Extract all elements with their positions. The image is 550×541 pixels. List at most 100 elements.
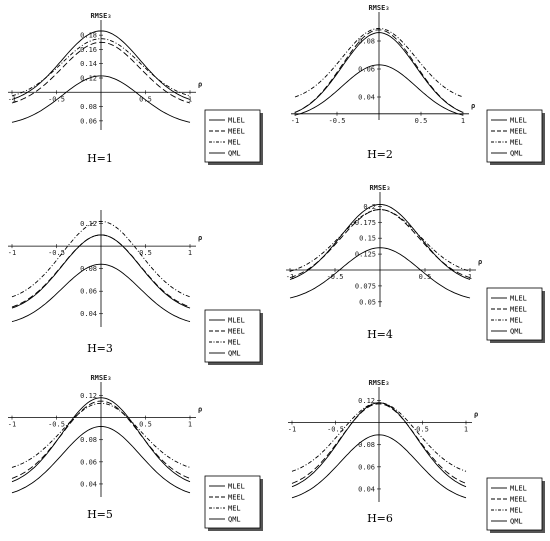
y-tick-label: 0.075 xyxy=(355,282,376,290)
legend-label: MEL xyxy=(510,317,523,325)
legend-label: MEEL xyxy=(510,128,527,136)
panel-title: H=3 xyxy=(87,342,113,355)
x-tick-label: 0.5 xyxy=(139,421,152,429)
y-tick-label: 0.12 xyxy=(80,392,97,400)
series-meel-line xyxy=(11,400,191,479)
y-tick-label: 0.04 xyxy=(80,480,97,488)
x-tick-label: 1 xyxy=(468,273,472,281)
y-tick-label: 0.06 xyxy=(80,117,97,125)
y-tick-label: 0.14 xyxy=(80,60,97,68)
series-mlel-line xyxy=(294,32,464,113)
y-tick-label: 0.125 xyxy=(355,251,376,259)
panel-title: H=4 xyxy=(367,328,393,341)
legend-label: QML xyxy=(510,518,523,526)
legend-label: MEEL xyxy=(510,306,527,314)
panel-2: -1 -0.5 0.5 1 0.04 0.06 0.08 RMSE₃ ρ H=2 MLEL MEEL M… xyxy=(291,4,545,165)
x-tick-label: -0.5 xyxy=(327,273,344,281)
legend-label: QML xyxy=(510,150,523,158)
x-tick-label: 1 xyxy=(188,249,192,257)
series-mel-line xyxy=(11,220,191,298)
y-tick-label: 0.15 xyxy=(359,235,376,243)
y-tick-label: 0.05 xyxy=(359,298,376,306)
legend-label: QML xyxy=(510,328,523,336)
series-mel-line xyxy=(294,27,464,98)
x-tick-label: -1 xyxy=(291,117,299,125)
panel-5: -1 -0.5 0.5 1 0.04 0.06 0.08 0.12 RMSE₃ ρ H=5 MLEL M… xyxy=(8,374,263,531)
panel-title: H=1 xyxy=(87,152,113,165)
y-tick-label: 0.06 xyxy=(358,463,375,471)
x-tick-label: 1 xyxy=(188,421,192,429)
series-mlel-line xyxy=(11,397,191,483)
legend-label: QML xyxy=(228,150,241,158)
legend-label: MLEL xyxy=(510,117,527,125)
x-axis-title: ρ xyxy=(471,102,475,110)
series-qml-line xyxy=(294,64,464,116)
y-tick-label: 0.08 xyxy=(358,38,375,46)
y-axis-title: RMSE₃ xyxy=(90,12,111,20)
y-tick-label: 0.06 xyxy=(80,458,97,466)
x-tick-label: 0.5 xyxy=(415,117,428,125)
series-mlel-line xyxy=(291,402,467,488)
y-axis-title: RMSE₃ xyxy=(368,4,389,12)
panel-title: H=5 xyxy=(87,508,113,521)
x-tick-label: 1 xyxy=(461,117,465,125)
series-meel-line xyxy=(11,41,191,104)
panel-4: -1 -0.5 0.5 10.050.0750.1250.150.1750.2RMSE… xyxy=(286,184,545,343)
y-tick-label: 0.08 xyxy=(80,265,97,273)
legend-label: MEEL xyxy=(228,328,245,336)
y-tick-label: 0.12 xyxy=(358,397,375,405)
series-meel-line xyxy=(294,29,464,113)
y-tick-label: 0.08 xyxy=(80,103,97,111)
legend-label: MEL xyxy=(228,139,241,147)
y-tick-label: 0.18 xyxy=(80,32,97,40)
x-tick-label: -0.5 xyxy=(48,421,65,429)
legend-label: MEL xyxy=(228,505,241,513)
y-tick-label: 0.12 xyxy=(80,220,97,228)
x-tick-label: -1 xyxy=(286,273,294,281)
legend-label: MEL xyxy=(510,139,523,147)
y-tick-label: 0.04 xyxy=(80,310,97,318)
legend-label: MLEL xyxy=(510,485,527,493)
legend-label: MEL xyxy=(510,507,523,515)
legend-label: MLEL xyxy=(228,317,245,325)
series-mel-line xyxy=(11,402,191,468)
x-tick-label: 0.5 xyxy=(416,426,429,434)
series-qml-line xyxy=(11,263,191,323)
y-axis-title: RMSE₃ xyxy=(90,374,111,382)
series-mel-line xyxy=(291,402,467,472)
series-meel-line xyxy=(11,234,191,308)
y-tick-label: 0.04 xyxy=(358,485,375,493)
y-tick-label: 0.08 xyxy=(358,441,375,449)
x-tick-label: 1 xyxy=(464,426,468,434)
legend-label: MEEL xyxy=(228,494,245,502)
legend-label: MLEL xyxy=(510,295,527,303)
series-mel-line xyxy=(11,38,191,97)
series-qml-line xyxy=(11,426,191,494)
legend-label: MLEL xyxy=(228,483,245,491)
panel-title: H=2 xyxy=(367,148,393,161)
x-tick-label: -0.5 xyxy=(327,426,344,434)
legend-label: QML xyxy=(228,516,241,524)
panel-title: H=6 xyxy=(367,512,393,525)
x-tick-label: -0.5 xyxy=(329,117,346,125)
legend-label: MLEL xyxy=(228,117,245,125)
series-meel-line xyxy=(291,403,467,484)
x-tick-label: -0.5 xyxy=(48,249,65,257)
legend-label: MEEL xyxy=(510,496,527,504)
series-qml-line xyxy=(11,75,191,123)
x-tick-label: 0.5 xyxy=(419,273,432,281)
y-tick-label: 0.175 xyxy=(355,219,376,227)
y-axis-title: RMSE₃ xyxy=(369,184,390,192)
y-tick-label: 0.06 xyxy=(80,288,97,296)
y-tick-label: 0.06 xyxy=(358,66,375,74)
series-qml-line xyxy=(291,434,467,499)
panel-3: -1 -0.5 0.5 1 0.04 0.06 0.08 0.12 ρ H=3 MLEL MEEL ME… xyxy=(8,210,263,365)
y-tick-label: 0.08 xyxy=(80,436,97,444)
x-axis-title: ρ xyxy=(478,258,482,266)
legend-label: QML xyxy=(228,350,241,358)
y-tick-label: 0.04 xyxy=(358,94,375,102)
x-tick-label: -1 xyxy=(8,421,16,429)
x-axis-title: ρ xyxy=(198,80,202,88)
series-mlel-line xyxy=(11,234,191,309)
